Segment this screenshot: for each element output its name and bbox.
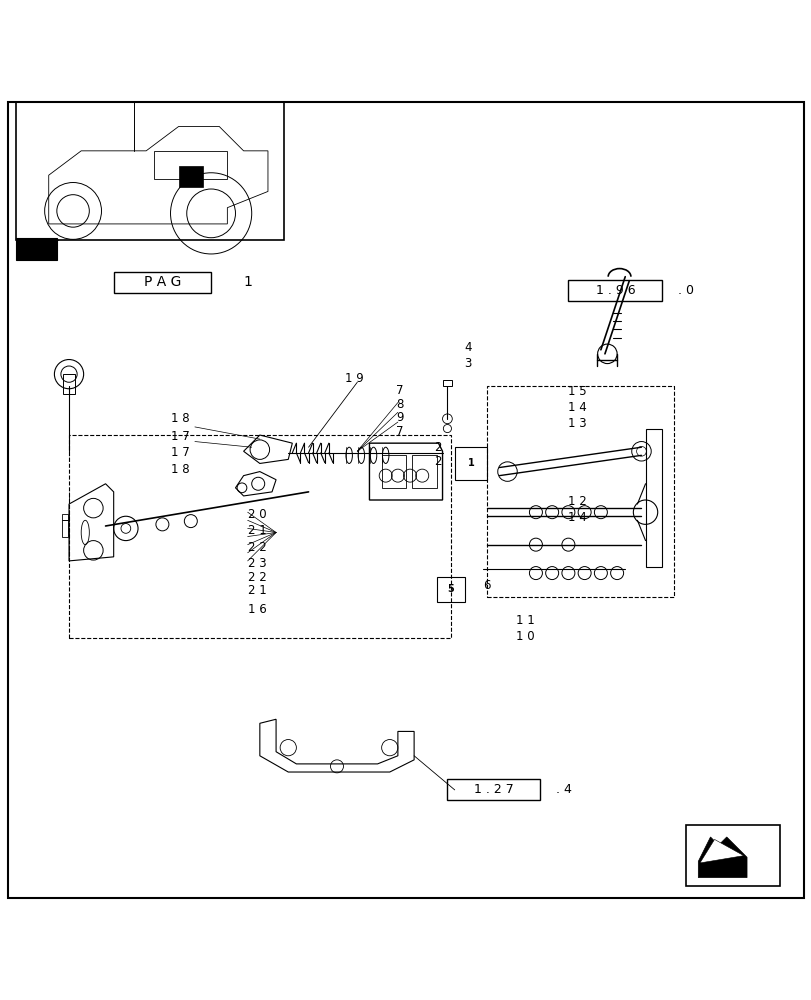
- Text: 1 9: 1 9: [345, 372, 363, 385]
- Bar: [16, 102, 284, 240]
- Bar: [487, 386, 673, 597]
- Text: 2: 2: [434, 455, 441, 468]
- Text: 1 1: 1 1: [515, 614, 534, 627]
- Text: 1 7: 1 7: [170, 446, 189, 459]
- Bar: [645, 429, 661, 567]
- Bar: [568, 280, 661, 301]
- Bar: [412, 455, 436, 488]
- Text: 1: 1: [243, 275, 252, 289]
- Text: 1 2: 1 2: [568, 495, 586, 508]
- Text: 1 8: 1 8: [170, 412, 189, 425]
- Text: 7: 7: [396, 384, 403, 397]
- Bar: [62, 520, 68, 537]
- Text: 2 1: 2 1: [247, 524, 266, 537]
- Bar: [685, 825, 779, 886]
- Text: 7: 7: [396, 425, 403, 438]
- Text: 2 2: 2 2: [247, 541, 266, 554]
- Text: 1 8: 1 8: [170, 463, 189, 476]
- Text: 2 0: 2 0: [247, 508, 266, 521]
- Text: P A G: P A G: [144, 275, 181, 289]
- Text: . 0: . 0: [677, 284, 693, 297]
- Polygon shape: [20, 242, 45, 256]
- Bar: [62, 514, 68, 520]
- Text: 1 4: 1 4: [568, 511, 586, 524]
- Text: 1 . 2 7: 1 . 2 7: [474, 783, 513, 796]
- Text: 1 7: 1 7: [170, 430, 189, 443]
- Bar: [154, 151, 227, 179]
- Text: 9: 9: [396, 411, 403, 424]
- Text: 1 0: 1 0: [515, 630, 534, 643]
- Text: 2 2: 2 2: [247, 571, 266, 584]
- Text: 2 3: 2 3: [247, 557, 266, 570]
- Text: 1: 1: [467, 458, 474, 468]
- Polygon shape: [697, 837, 746, 878]
- Text: 1 5: 1 5: [568, 385, 586, 398]
- Text: 5: 5: [447, 584, 453, 594]
- Bar: [454, 447, 487, 480]
- Text: 1 4: 1 4: [568, 401, 586, 414]
- Text: 2: 2: [434, 441, 441, 454]
- Bar: [442, 380, 452, 386]
- Text: 6: 6: [483, 579, 490, 592]
- Bar: [69, 435, 450, 638]
- Text: 1 . 9 6: 1 . 9 6: [595, 284, 634, 297]
- Text: 3: 3: [464, 357, 471, 370]
- Text: 1 3: 1 3: [568, 417, 586, 430]
- Text: 4: 4: [464, 341, 471, 354]
- Bar: [381, 455, 406, 488]
- Text: . 4: . 4: [556, 783, 572, 796]
- Text: 2 1: 2 1: [247, 584, 266, 597]
- Text: 1 6: 1 6: [247, 603, 266, 616]
- Text: 8: 8: [396, 398, 403, 411]
- Bar: [178, 166, 203, 187]
- Bar: [63, 374, 75, 394]
- Polygon shape: [699, 839, 743, 863]
- Bar: [16, 238, 57, 260]
- Bar: [114, 272, 211, 293]
- Bar: [436, 577, 465, 601]
- Bar: [446, 779, 539, 800]
